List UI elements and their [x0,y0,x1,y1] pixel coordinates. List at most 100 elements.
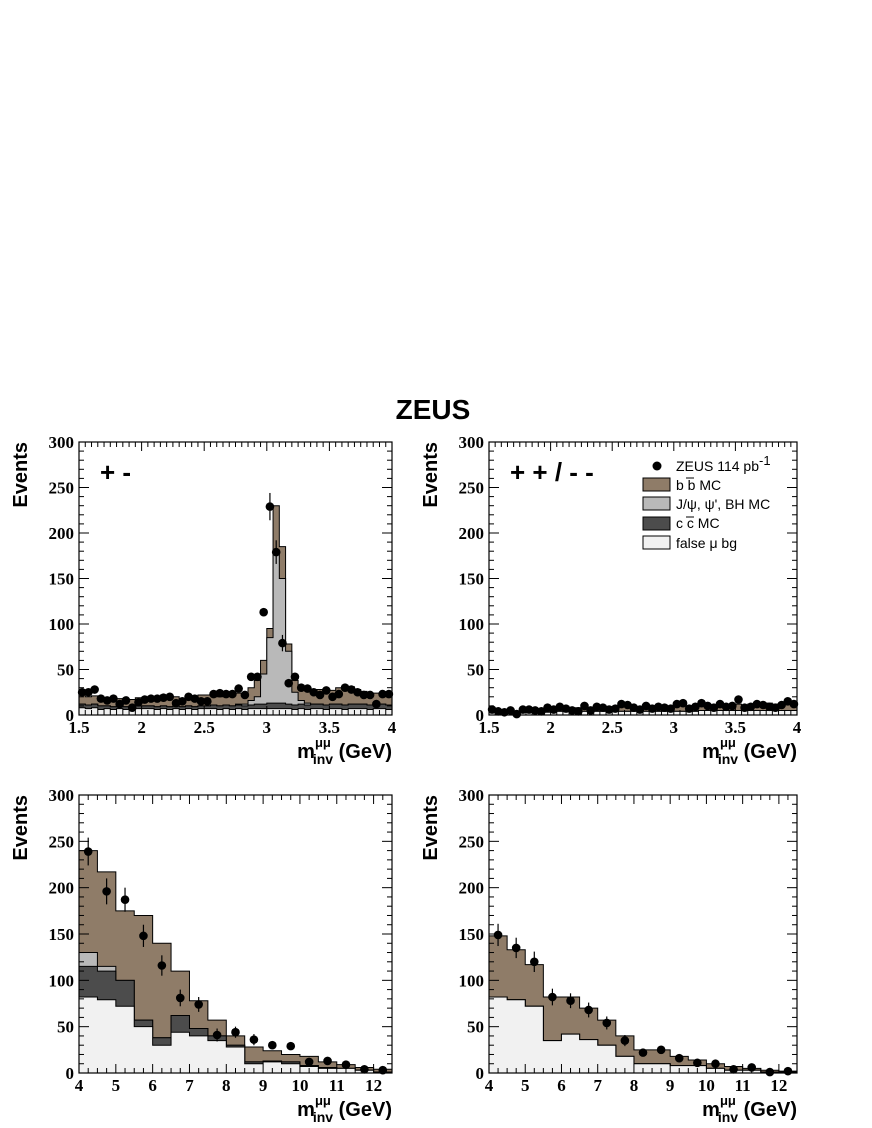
data-point [286,1041,296,1051]
data-point [278,638,287,648]
data-point [711,1059,720,1069]
x-axis-label: mμμ inv (GeV) [702,735,797,767]
y-tick-label: 200 [459,879,485,898]
x-tick-label: 12 [770,1076,787,1095]
y-axis-label: Events [420,442,442,508]
data-point [77,687,87,697]
data-point [177,697,187,706]
data-point [359,690,369,700]
data-point [529,957,539,967]
x-tick-label: 9 [259,1076,268,1095]
data-point [284,678,294,688]
data-point [566,996,575,1006]
legend: ZEUS 114 pb-1 b b MC J/ψ, ψ', BH MC c c … [642,453,771,551]
x-tick-label: 6 [557,1076,566,1095]
data-point [674,1053,684,1063]
data-point [734,695,743,704]
data-point [341,1060,351,1069]
data-point [121,696,131,705]
legend-jpsi-label: J/ψ, ψ', BH MC [676,496,770,512]
y-tick-label: 0 [476,1064,485,1083]
data-point [372,699,381,709]
legend-cc-label: c c MC [676,515,720,531]
y-tick-label: 150 [49,925,75,944]
x-tick-label: 9 [666,1076,675,1095]
data-point [584,1005,593,1015]
legend-jpsi-swatch [642,496,671,511]
data-point [268,1040,277,1050]
data-point [146,694,156,703]
y-tick-label: 50 [467,661,484,680]
data-point [265,502,275,511]
legend-cc-swatch [642,516,671,531]
data-point [304,1057,314,1067]
data-point [783,1066,793,1076]
data-point [378,689,387,699]
data-point [493,930,503,940]
y-tick-label: 200 [49,879,75,898]
y-tick-label: 250 [49,832,75,851]
y-tick-label: 300 [49,786,75,805]
y-tick-label: 50 [57,1018,74,1037]
data-point [693,1058,702,1068]
legend-bb-swatch [642,477,671,492]
panel-top-left: 0 50 100 150 200 250 300 1.5 2 2.5 3 3.5 4 Events mμμ i… [10,433,397,767]
x-tick-label: 5 [112,1076,121,1095]
x-tick-label: 7 [185,1076,194,1095]
data-point [196,697,206,706]
data-point [548,992,557,1002]
x-tick-label: 7 [593,1076,602,1095]
x-tick-label: 4 [75,1076,84,1095]
data-point [175,993,185,1003]
data-point [271,547,281,557]
y-tick-label: 300 [459,433,485,452]
data-point [234,684,243,693]
x-axis-label: mμμ inv (GeV) [297,1093,392,1125]
x-tick-label: 12 [365,1076,382,1095]
y-tick-label: 100 [459,615,485,634]
plot-area [79,442,392,715]
panel-top-right: 0 50 100 150 200 250 300 1.5 2 2.5 3 3.5 4 Events mμμ i… [420,433,802,767]
x-tick-label: 3 [670,718,679,737]
y-tick-label: 200 [49,524,75,543]
data-point [157,961,167,970]
figure-title: ZEUS [396,394,471,425]
y-tick-label: 100 [49,615,75,634]
data-point [323,1056,332,1066]
y-tick-label: 100 [459,971,485,990]
charge-label: + - [100,457,131,487]
x-tick-label: 2.5 [602,718,623,737]
x-axis-label: mμμ inv (GeV) [702,1093,797,1125]
data-point [789,699,799,709]
data-point [139,931,148,941]
x-tick-label: 8 [630,1076,639,1095]
data-point [290,672,300,682]
data-point [165,692,175,702]
data-point [666,704,676,713]
y-tick-label: 250 [459,479,485,498]
y-tick-label: 150 [49,570,75,589]
x-tick-label: 1.5 [478,718,499,737]
x-tick-label: 2 [546,718,555,737]
data-point [249,1035,259,1044]
y-tick-label: 250 [459,832,485,851]
data-point [728,701,737,711]
data-point [231,1027,240,1037]
data-point [240,690,250,700]
x-tick-label: 8 [222,1076,231,1095]
data-point [602,1018,612,1028]
data-point [378,1065,388,1075]
data-point [246,672,256,682]
data-point [747,1063,757,1072]
y-tick-label: 150 [459,570,485,589]
x-tick-label: 3 [263,718,272,737]
data-point [315,690,325,700]
data-point [90,685,99,694]
y-tick-label: 0 [66,1064,75,1083]
data-point [620,1036,630,1045]
x-tick-label: 4 [793,718,802,737]
data-point [321,686,331,695]
x-tick-label: 10 [698,1076,715,1095]
data-point [83,847,93,856]
data-point [194,1000,203,1009]
